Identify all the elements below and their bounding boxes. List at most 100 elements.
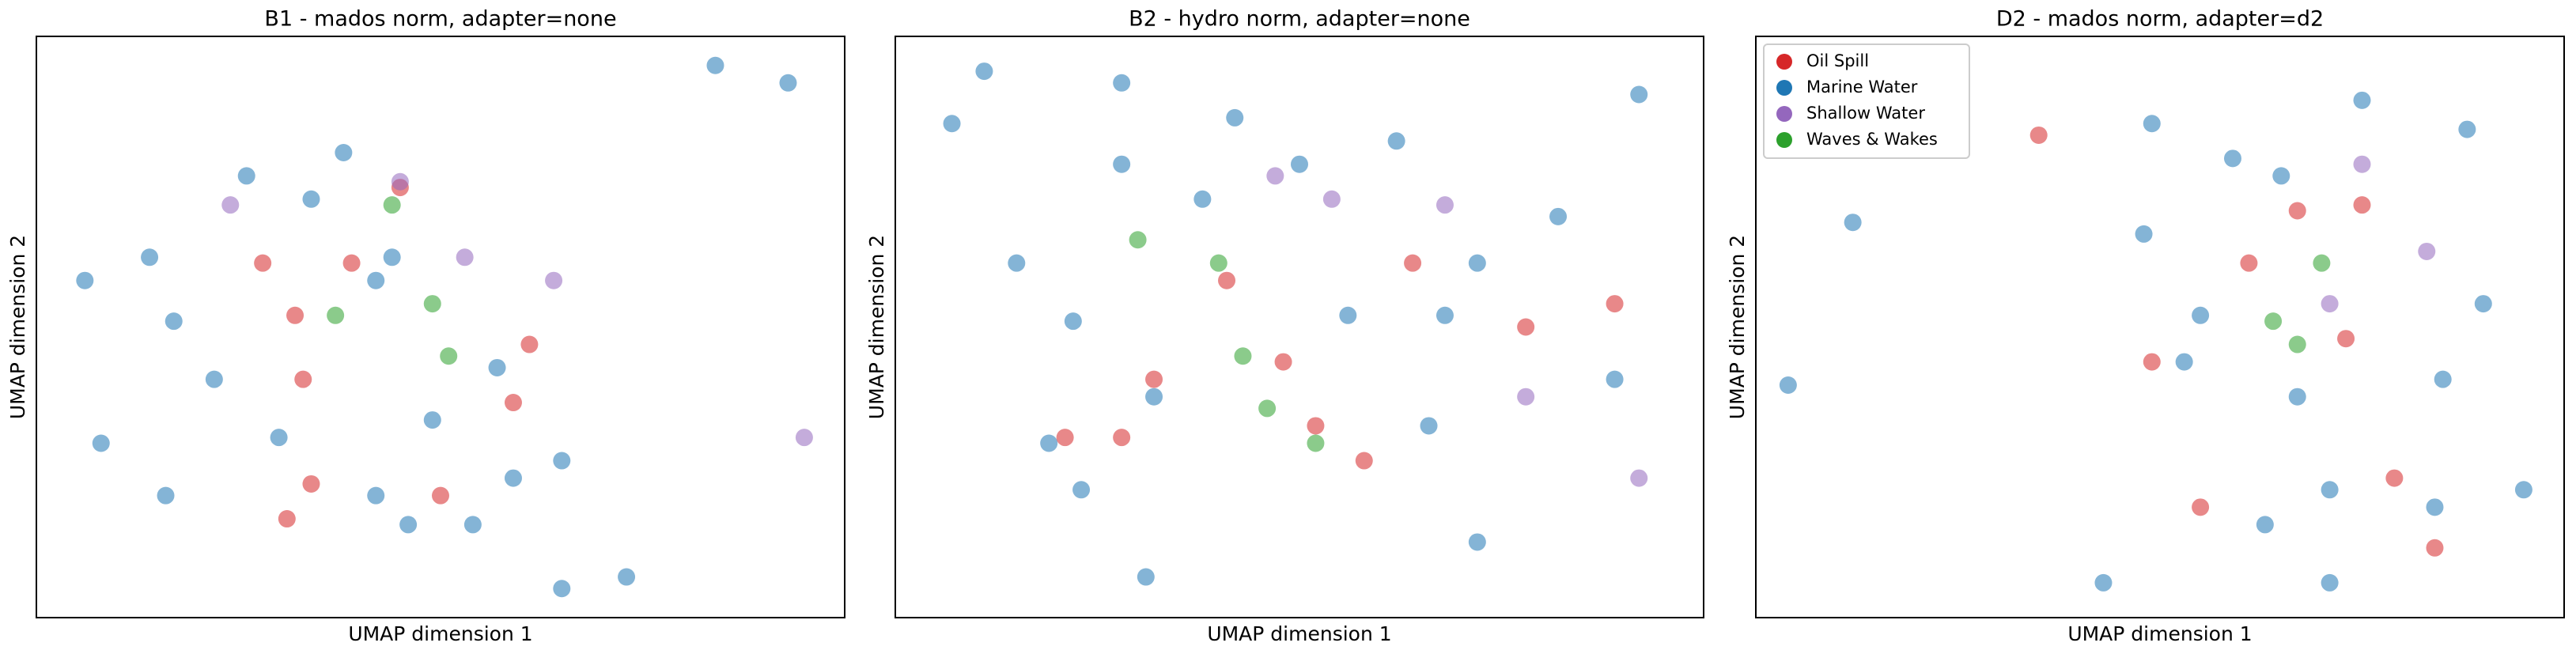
point: [2418, 242, 2436, 260]
plot-frame: [895, 36, 1704, 618]
point: [1040, 434, 1058, 452]
point: [456, 248, 474, 267]
legend-marker: [1776, 80, 1792, 96]
plot-area: [76, 56, 813, 598]
point: [1274, 353, 1292, 371]
x-axis-label: UMAP dimension 1: [348, 622, 532, 645]
point: [1008, 254, 1026, 272]
plot-frame: [36, 36, 845, 618]
point: [1420, 417, 1438, 435]
point: [2272, 167, 2290, 185]
point: [1209, 254, 1227, 272]
legend-marker: [1776, 54, 1792, 70]
point: [2175, 353, 2193, 371]
point: [221, 196, 240, 214]
point: [2143, 115, 2161, 133]
point: [1218, 271, 1236, 289]
point: [1056, 429, 1074, 447]
point: [975, 62, 993, 81]
point: [2321, 481, 2339, 499]
legend-label: Waves & Wakes: [1806, 130, 1938, 149]
point: [1339, 306, 1357, 324]
point: [302, 474, 320, 493]
point: [2288, 387, 2306, 406]
point: [1145, 370, 1163, 388]
point: [2135, 225, 2153, 243]
point: [463, 516, 482, 534]
x-axis-label: UMAP dimension 1: [1207, 622, 1391, 645]
point: [1266, 167, 1284, 185]
point: [1113, 155, 1131, 173]
point: [1630, 469, 1648, 487]
point: [2353, 155, 2371, 173]
point: [2474, 295, 2492, 313]
point: [795, 429, 813, 447]
point: [2514, 481, 2532, 499]
point: [367, 486, 385, 505]
point: [1404, 254, 1422, 272]
point: [2288, 335, 2306, 353]
point: [504, 469, 522, 487]
x-axis-label: UMAP dimension 1: [2067, 622, 2252, 645]
point: [2192, 306, 2210, 324]
point: [2321, 295, 2339, 313]
point: [2240, 254, 2258, 272]
point: [1226, 108, 1244, 127]
point: [423, 411, 441, 429]
point: [205, 370, 223, 388]
panel-title: B2 - hydro norm, adapter=none: [1129, 7, 1470, 32]
point: [504, 394, 522, 412]
point: [1436, 196, 1454, 214]
point: [2353, 91, 2371, 109]
point: [270, 429, 288, 447]
point: [1387, 132, 1405, 150]
point: [157, 486, 175, 505]
point: [2426, 539, 2444, 557]
point: [1113, 429, 1131, 447]
point: [520, 335, 539, 353]
point: [76, 271, 94, 289]
point: [335, 144, 353, 161]
point: [1137, 568, 1155, 586]
point: [1779, 376, 1797, 394]
point: [553, 452, 571, 470]
point: [779, 74, 797, 92]
point: [432, 486, 449, 505]
point: [302, 190, 320, 208]
point: [488, 358, 506, 376]
point: [1193, 190, 1212, 208]
point: [327, 306, 345, 324]
point: [1307, 417, 1325, 435]
point: [1113, 74, 1131, 92]
point: [553, 580, 571, 598]
point: [1549, 207, 1568, 225]
y-axis-label: UMAP dimension 2: [865, 235, 888, 419]
point: [1436, 306, 1454, 324]
point: [2313, 254, 2331, 272]
point: [1291, 155, 1308, 173]
point: [2192, 498, 2210, 516]
point: [1072, 481, 1091, 499]
point: [1606, 295, 1624, 313]
legend-label: Oil Spill: [1806, 51, 1869, 70]
point: [165, 312, 183, 331]
point: [286, 306, 305, 324]
point: [2434, 370, 2452, 388]
point: [1355, 452, 1373, 470]
point: [1468, 254, 1486, 272]
point: [2264, 312, 2283, 331]
point: [2426, 498, 2444, 516]
point: [2385, 469, 2404, 487]
point: [92, 434, 110, 452]
point: [1145, 387, 1163, 406]
point: [943, 115, 961, 133]
point: [237, 167, 255, 185]
y-axis-label: UMAP dimension 2: [6, 235, 29, 419]
plot-area: [1779, 91, 2532, 592]
point: [2223, 149, 2241, 168]
point: [1258, 399, 1277, 418]
point: [618, 568, 636, 586]
point: [141, 248, 159, 267]
point: [545, 271, 563, 289]
point: [2321, 573, 2339, 592]
